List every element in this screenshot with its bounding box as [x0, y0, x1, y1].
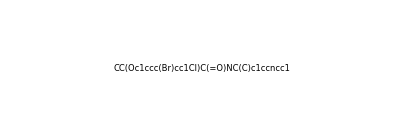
- Text: CC(Oc1ccc(Br)cc1Cl)C(=O)NC(C)c1ccncc1: CC(Oc1ccc(Br)cc1Cl)C(=O)NC(C)c1ccncc1: [114, 64, 290, 74]
